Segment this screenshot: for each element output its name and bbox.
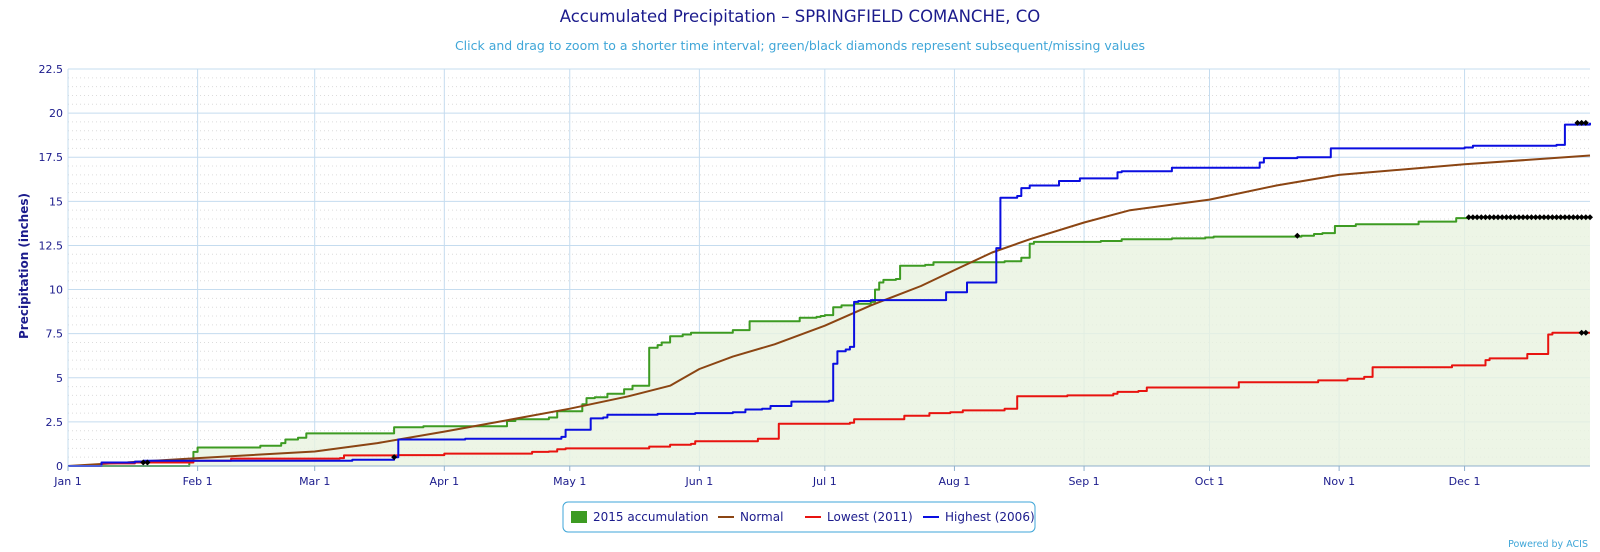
chart-title: Accumulated Precipitation – SPRINGFIELD … bbox=[560, 7, 1041, 26]
diamond-marker bbox=[1587, 214, 1593, 221]
diamond-marker bbox=[1469, 214, 1476, 221]
x-tick-label: Jan 1 bbox=[53, 475, 81, 488]
diamond-marker bbox=[1545, 214, 1552, 221]
y-tick-label: 12.5 bbox=[39, 239, 64, 252]
diamond-marker bbox=[1495, 214, 1502, 221]
diamond-marker bbox=[1582, 119, 1589, 126]
diamond-marker bbox=[1465, 214, 1472, 221]
diamond-marker bbox=[1574, 119, 1581, 126]
y-axis-label: Precipitation (inches) bbox=[17, 193, 31, 339]
y-tick-label: 7.5 bbox=[46, 328, 64, 341]
series-layer bbox=[67, 119, 1593, 467]
legend-swatch bbox=[571, 511, 587, 523]
credits[interactable]: Powered by ACIS bbox=[1508, 539, 1588, 550]
x-tick-label: Aug 1 bbox=[938, 475, 970, 488]
diamond-marker bbox=[1520, 214, 1527, 221]
x-tick-label: May 1 bbox=[553, 475, 586, 488]
diamond-marker bbox=[1503, 214, 1510, 221]
x-tick-label: Feb 1 bbox=[183, 475, 213, 488]
chart-subtitle: Click and drag to zoom to a shorter time… bbox=[455, 38, 1145, 53]
y-tick-label: 5 bbox=[56, 372, 63, 385]
diamond-marker bbox=[1490, 214, 1497, 221]
diamond-marker bbox=[1511, 214, 1518, 221]
y-tick-label: 0 bbox=[56, 460, 63, 473]
diamond-marker bbox=[1507, 214, 1514, 221]
diamond-marker bbox=[1566, 214, 1573, 221]
y-tick-label: 22.5 bbox=[39, 63, 64, 76]
legend-label: Lowest (2011) bbox=[827, 510, 913, 524]
series-line-normal[interactable] bbox=[67, 154, 1591, 467]
series-line-2015-accumulation[interactable] bbox=[68, 216, 1590, 467]
y-tick-label: 20 bbox=[49, 107, 63, 120]
diamond-marker bbox=[391, 454, 398, 461]
legend-label: Normal bbox=[740, 510, 783, 524]
diamond-marker bbox=[1557, 214, 1564, 221]
x-tick-label: Mar 1 bbox=[299, 475, 330, 488]
diamond-marker bbox=[1524, 214, 1531, 221]
legend-label: 2015 accumulation bbox=[593, 510, 708, 524]
diamond-marker bbox=[140, 459, 147, 466]
diamond-marker bbox=[1536, 214, 1543, 221]
diamond-marker bbox=[1532, 214, 1539, 221]
diamond-marker bbox=[1561, 214, 1568, 221]
legend-label: Highest (2006) bbox=[945, 510, 1035, 524]
diamond-marker bbox=[1486, 214, 1493, 221]
diamond-marker bbox=[1499, 214, 1506, 221]
series-line-highest-2006[interactable] bbox=[68, 122, 1591, 467]
diamond-marker bbox=[1553, 214, 1560, 221]
legend-box bbox=[562, 501, 1036, 533]
legend-item-normal[interactable]: Normal bbox=[718, 510, 783, 524]
axes: 0 2.5 5 7.5 10 12.5 15 17.5 20 22.5 Jan 1 Feb 1 Mar … bbox=[39, 63, 1590, 488]
diamond-marker bbox=[1515, 214, 1522, 221]
y-tick-label: 15 bbox=[49, 195, 63, 208]
diamond-marker bbox=[1294, 232, 1301, 239]
diamond-marker bbox=[1578, 214, 1585, 221]
x-tick-label: Nov 1 bbox=[1323, 475, 1355, 488]
legend-item-lowest-2011[interactable]: Lowest (2011) bbox=[805, 510, 913, 524]
diamond-marker bbox=[1578, 119, 1585, 126]
diamond-marker bbox=[1574, 214, 1581, 221]
diamond-marker bbox=[144, 459, 151, 466]
diamond-marker bbox=[1528, 214, 1535, 221]
legend-item-highest-2006[interactable]: Highest (2006) bbox=[923, 510, 1035, 524]
x-tick-label: Jul 1 bbox=[812, 475, 837, 488]
legend-item-2015-accumulation[interactable]: 2015 accumulation bbox=[571, 510, 708, 524]
y-tick-label: 2.5 bbox=[46, 416, 64, 429]
diamond-marker bbox=[1570, 214, 1577, 221]
diamond-marker bbox=[1482, 214, 1489, 221]
x-tick-label: Dec 1 bbox=[1449, 475, 1481, 488]
x-tick-label: Jun 1 bbox=[685, 475, 714, 488]
series-area-2015-accumulation bbox=[68, 217, 1590, 466]
x-tick-label: Oct 1 bbox=[1195, 475, 1225, 488]
diamond-marker bbox=[1582, 329, 1589, 336]
x-tick-label: Apr 1 bbox=[430, 475, 460, 488]
x-tick-label: Sep 1 bbox=[1068, 475, 1099, 488]
diamond-marker bbox=[1478, 214, 1485, 221]
diamond-marker bbox=[1578, 329, 1585, 336]
y-tick-label: 17.5 bbox=[39, 151, 64, 164]
y-tick-label: 10 bbox=[49, 284, 63, 297]
diamond-marker bbox=[1549, 214, 1556, 221]
legend[interactable]: 2015 accumulation Normal Lowest (2011) High… bbox=[562, 501, 1036, 533]
diamond-marker bbox=[1474, 214, 1481, 221]
diamond-marker bbox=[1582, 214, 1589, 221]
diamond-marker bbox=[1541, 214, 1548, 221]
